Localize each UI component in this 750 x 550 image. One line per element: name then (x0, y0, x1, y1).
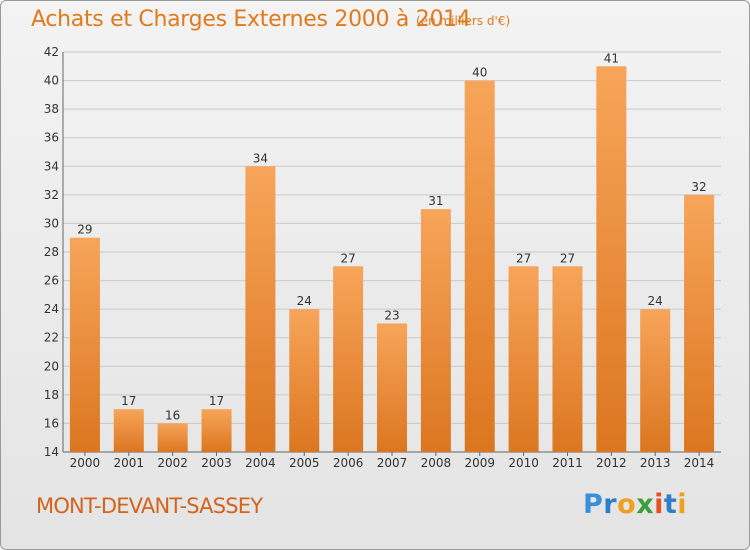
y-tick-label: 42 (44, 45, 59, 59)
bar (596, 66, 627, 453)
data-label: 32 (691, 180, 706, 194)
y-tick-label: 40 (44, 74, 59, 88)
x-tick-label: 2010 (508, 456, 539, 470)
data-labels: 29 17 16 17 34 24 27 23 31 40 27 27 41 24 32 (77, 51, 706, 422)
x-tick-label: 2002 (157, 456, 188, 470)
bar (201, 409, 232, 452)
x-tick-label: 2005 (289, 456, 320, 470)
data-label: 23 (384, 308, 399, 322)
y-tick-label: 16 (44, 416, 59, 430)
bar (333, 266, 364, 452)
data-label: 27 (560, 251, 575, 265)
x-tick-label: 2008 (421, 456, 452, 470)
x-tick-label: 2003 (201, 456, 232, 470)
y-tick-label: 14 (44, 445, 59, 459)
bar (157, 423, 188, 452)
x-tick-label: 2012 (596, 456, 627, 470)
y-tick-label: 22 (44, 331, 59, 345)
x-axis: 2000 2001 2002 2003 2004 2005 2006 2007 2008 2009… (70, 452, 715, 470)
data-label: 24 (648, 294, 663, 308)
x-tick-label: 2004 (245, 456, 276, 470)
data-label: 27 (516, 251, 531, 265)
data-label: 40 (472, 66, 487, 80)
x-tick-label: 2014 (684, 456, 715, 470)
logo-letter: P (583, 489, 604, 520)
x-tick-label: 2013 (640, 456, 671, 470)
bar-chart: 14 16 18 20 22 24 26 28 30 32 34 36 38 40 42 29 17 16 17 3… (44, 45, 721, 470)
y-tick-label: 36 (44, 131, 59, 145)
y-tick-label: 26 (44, 274, 59, 288)
y-tick-label: 20 (44, 359, 59, 373)
bar (420, 209, 451, 452)
y-tick-label: 24 (44, 302, 59, 316)
x-tick-label: 2001 (114, 456, 145, 470)
bar (377, 323, 407, 452)
data-label: 24 (297, 294, 312, 308)
y-tick-label: 34 (44, 159, 59, 173)
x-tick-label: 2007 (377, 456, 408, 470)
proxiti-logo: Proxiti (583, 489, 687, 520)
bar (113, 409, 144, 452)
y-tick-label: 38 (44, 102, 59, 116)
bar (640, 309, 671, 452)
logo-letter: i (654, 489, 664, 520)
data-label: 17 (209, 394, 224, 408)
logo-letter: r (603, 489, 618, 520)
bar (684, 194, 715, 452)
data-label: 34 (253, 151, 268, 165)
chart-subtitle: (en milliers d'€) (416, 14, 511, 28)
y-tick-label: 32 (44, 188, 59, 202)
bars (69, 66, 715, 453)
bar (552, 266, 583, 452)
y-tick-label: 18 (44, 388, 59, 402)
place-name: MONT-DEVANT-SASSEY (36, 494, 263, 518)
data-label: 17 (121, 394, 136, 408)
data-label: 31 (428, 194, 443, 208)
logo-letter: o (617, 489, 637, 520)
logo-letter: x (636, 489, 655, 520)
bar (245, 166, 276, 453)
data-label: 16 (165, 408, 180, 422)
data-label: 27 (340, 251, 355, 265)
y-tick-label: 28 (44, 245, 59, 259)
bar (69, 237, 100, 452)
x-tick-label: 2009 (464, 456, 495, 470)
y-tick-label: 30 (44, 216, 59, 230)
data-label: 29 (77, 223, 92, 237)
chart-title: Achats et Charges Externes 2000 à 2014 (31, 7, 471, 32)
bar (464, 80, 495, 453)
x-tick-label: 2011 (552, 456, 583, 470)
logo-letter: t (663, 489, 678, 520)
x-tick-label: 2000 (70, 456, 101, 470)
data-label: 41 (604, 51, 619, 65)
bar (508, 266, 539, 452)
logo-letter: i (677, 489, 688, 520)
bar (289, 309, 320, 452)
x-tick-label: 2006 (333, 456, 364, 470)
